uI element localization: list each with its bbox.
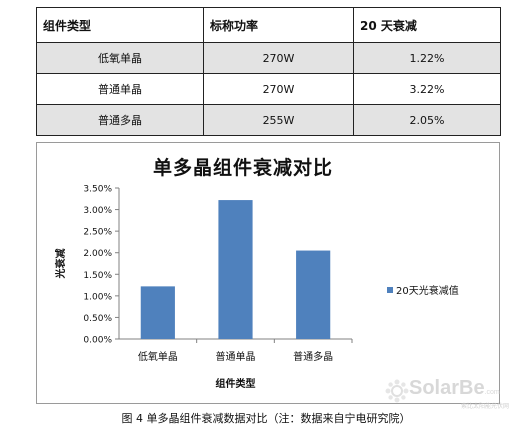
legend-label: 20天光衰减值 bbox=[396, 284, 459, 297]
cell-decay: 3.22% bbox=[353, 73, 501, 105]
y-tick-label: 2.50% bbox=[83, 228, 112, 238]
header-type: 组件类型 bbox=[36, 7, 204, 43]
bar-chart: 0.00% 0.50% 1.00% 1.50% 2.00% 2.50% 3.00% 3.50%… bbox=[54, 185, 459, 391]
legend-swatch bbox=[387, 287, 393, 293]
cell-type: 普通单晶 bbox=[36, 73, 204, 105]
watermark-text: SolarBe.com bbox=[409, 377, 500, 399]
y-axis-title: 光衰减 bbox=[54, 249, 67, 280]
bar bbox=[296, 250, 331, 339]
y-tick-label: 0.00% bbox=[83, 336, 112, 346]
table-row: 普通多晶 255W 2.05% bbox=[36, 104, 501, 136]
table-header-row: 组件类型 标称功率 20 天衰减 bbox=[36, 7, 501, 43]
table-row: 低氧单晶 270W 1.22% bbox=[36, 42, 501, 74]
header-decay: 20 天衰减 bbox=[353, 7, 501, 43]
y-tick-label: 0.50% bbox=[83, 314, 112, 324]
cell-type: 普通多晶 bbox=[36, 104, 204, 136]
watermark: SolarBe.com 索比太阳能光伏网 bbox=[385, 377, 525, 410]
y-tick-label: 1.00% bbox=[83, 292, 112, 302]
spec-table: 组件类型 标称功率 20 天衰减 低氧单晶 270W 1.22% 普通单晶 27… bbox=[36, 7, 501, 136]
y-tick-label: 3.00% bbox=[83, 206, 112, 216]
header-power: 标称功率 bbox=[203, 7, 354, 43]
cell-power: 270W bbox=[203, 73, 354, 105]
cell-power: 255W bbox=[203, 104, 354, 136]
cell-power: 270W bbox=[203, 42, 354, 74]
x-axis-title: 组件类型 bbox=[216, 377, 256, 390]
chart-title: 单多晶组件衰减对比 bbox=[152, 157, 333, 179]
y-tick-label: 2.00% bbox=[83, 249, 112, 259]
cell-decay: 2.05% bbox=[353, 104, 501, 136]
cell-decay: 1.22% bbox=[353, 42, 501, 74]
y-tick-label: 3.50% bbox=[83, 185, 112, 195]
sun-logo-icon bbox=[385, 379, 409, 403]
watermark-tagline: 索比太阳能光伏网 bbox=[461, 403, 510, 410]
x-tick-label: 普通单晶 bbox=[216, 350, 256, 363]
bar bbox=[218, 200, 253, 339]
bar bbox=[140, 286, 175, 339]
cell-type: 低氧单晶 bbox=[36, 42, 204, 74]
x-tick-label: 普通多晶 bbox=[293, 350, 333, 363]
x-tick-label: 低氧单晶 bbox=[138, 350, 178, 363]
y-tick-label: 1.50% bbox=[83, 271, 112, 281]
figure-caption: 图 4 单多晶组件衰减数据对比（注：数据来自宁电研究院） bbox=[121, 412, 411, 425]
table-row: 普通单晶 270W 3.22% bbox=[36, 73, 501, 105]
chart-frame: 单多晶组件衰减对比 0.00% 0.50% 1.00% 1.50% 2.00% 2.50%… bbox=[36, 142, 500, 404]
